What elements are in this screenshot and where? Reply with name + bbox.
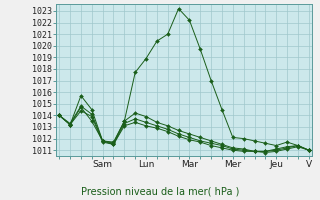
Text: Pression niveau de la mer( hPa ): Pression niveau de la mer( hPa ) <box>81 186 239 196</box>
